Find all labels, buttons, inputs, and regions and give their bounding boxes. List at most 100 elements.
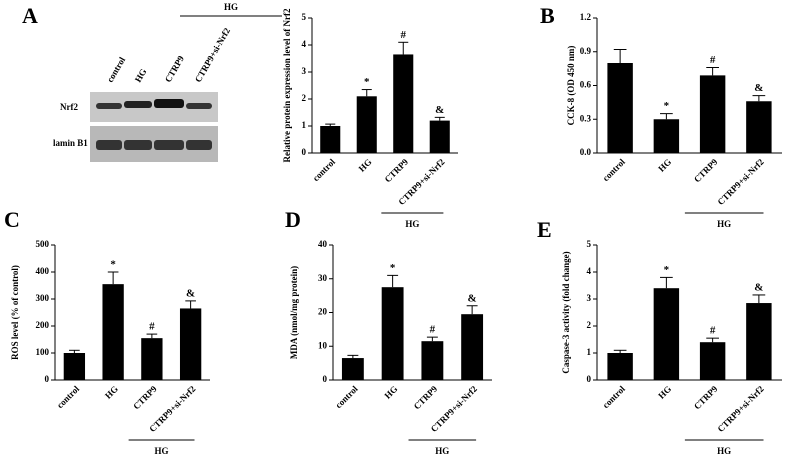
y-tick-label: 3 xyxy=(587,293,592,303)
x-tick-label: HG xyxy=(656,157,673,174)
blot-band xyxy=(96,103,122,109)
blot-band xyxy=(186,103,212,109)
y-axis-label: Caspase-3 activity (fold change) xyxy=(561,251,571,373)
bar xyxy=(421,341,444,380)
y-tick-label: 100 xyxy=(36,347,50,357)
y-tick-label: 30 xyxy=(318,273,328,283)
panel-letter: B xyxy=(540,3,555,28)
bar xyxy=(381,287,404,380)
significance-marker: * xyxy=(390,262,396,274)
bar xyxy=(179,308,202,380)
significance-marker: * xyxy=(364,76,370,88)
x-tick-label: CTRP9+si-Nrf2 xyxy=(715,383,766,434)
y-tick-label: 10 xyxy=(318,340,328,350)
panel-letter: A xyxy=(22,3,38,28)
x-tick-label: control xyxy=(601,383,628,410)
y-tick-label: 200 xyxy=(36,320,50,330)
x-tick-label: CTRP9 xyxy=(692,383,720,411)
y-tick-label: 20 xyxy=(318,307,328,317)
x-tick-label: control xyxy=(55,383,82,410)
blot-row-label: lamin B1 xyxy=(53,138,88,148)
y-tick-label: 40 xyxy=(318,239,328,249)
panel-letter: D xyxy=(285,207,301,232)
significance-marker: & xyxy=(468,292,477,304)
blot-lane-label: control xyxy=(105,55,128,84)
x-tick-label: HG xyxy=(357,157,374,174)
group-label: HG xyxy=(224,2,238,12)
x-tick-label: CTRP9+si-Nrf2 xyxy=(715,156,766,207)
y-tick-label: 4 xyxy=(302,39,307,49)
y-tick-label: 5 xyxy=(302,12,307,22)
significance-marker: # xyxy=(710,325,716,337)
y-tick-label: 300 xyxy=(36,293,50,303)
y-tick-label: 0 xyxy=(323,374,328,384)
y-tick-label: 0.6 xyxy=(580,80,592,90)
significance-marker: * xyxy=(664,264,670,276)
bar xyxy=(393,54,414,154)
y-tick-label: 2 xyxy=(302,93,307,103)
group-label: HG xyxy=(717,219,731,229)
blot-band xyxy=(96,140,122,150)
bar xyxy=(63,353,86,380)
group-label: HG xyxy=(405,219,419,229)
y-tick-label: 1.2 xyxy=(580,12,592,22)
bar xyxy=(356,96,377,153)
significance-marker: # xyxy=(149,321,155,333)
significance-marker: & xyxy=(754,82,763,94)
significance-marker: & xyxy=(754,281,763,293)
bar xyxy=(699,75,726,153)
group-label: HG xyxy=(435,446,449,456)
blot-band xyxy=(154,99,184,108)
group-label: HG xyxy=(717,446,731,456)
y-tick-label: 1 xyxy=(587,347,592,357)
y-tick-label: 4 xyxy=(587,266,592,276)
y-tick-label: 400 xyxy=(36,266,50,276)
panel-letter: C xyxy=(4,207,20,232)
y-tick-label: 1 xyxy=(302,120,307,130)
x-tick-label: CTRP9 xyxy=(692,156,720,184)
panel-letter: E xyxy=(537,217,552,242)
significance-marker: & xyxy=(186,287,195,299)
y-tick-label: 5 xyxy=(587,239,592,249)
significance-marker: # xyxy=(710,54,716,66)
bar xyxy=(341,358,364,380)
blot-lane-label: CTRP9+si-Nrf2 xyxy=(193,26,232,84)
group-label: HG xyxy=(155,446,169,456)
bar xyxy=(429,120,450,153)
y-tick-label: 3 xyxy=(302,66,307,76)
x-tick-label: HG xyxy=(656,384,673,401)
x-tick-label: HG xyxy=(383,384,400,401)
significance-marker: # xyxy=(430,324,436,336)
y-axis-label: ROS level (% of control) xyxy=(10,265,20,360)
x-tick-label: CTRP9 xyxy=(131,383,159,411)
significance-marker: * xyxy=(110,259,116,271)
significance-marker: * xyxy=(664,100,670,112)
y-tick-label: 0.9 xyxy=(580,46,592,56)
x-tick-label: control xyxy=(311,156,338,183)
x-tick-label: control xyxy=(333,383,360,410)
x-tick-label: CTRP9 xyxy=(412,383,440,411)
bar xyxy=(746,101,772,153)
y-tick-label: 0.3 xyxy=(580,113,592,123)
bar xyxy=(607,353,633,380)
y-axis-label: Relative protein expression level of Nrf… xyxy=(282,8,292,162)
y-tick-label: 0.0 xyxy=(580,147,592,157)
bar xyxy=(746,303,772,380)
bar xyxy=(653,288,680,380)
bar xyxy=(461,314,484,380)
blot-band xyxy=(154,140,184,150)
bar xyxy=(653,119,680,153)
bar xyxy=(607,63,633,153)
significance-marker: & xyxy=(435,104,444,116)
y-axis-label: CCK-8 (OD 450 nm) xyxy=(566,46,576,126)
y-tick-label: 0 xyxy=(45,374,50,384)
y-tick-label: 0 xyxy=(587,374,592,384)
y-tick-label: 0 xyxy=(302,147,307,157)
bar xyxy=(141,338,163,380)
blot-row-label: Nrf2 xyxy=(60,102,78,112)
y-axis-label: MDA (nmol/mg protein) xyxy=(289,266,299,359)
bar xyxy=(699,342,726,380)
blot-lane-label: HG xyxy=(133,67,149,84)
y-tick-label: 2 xyxy=(587,320,592,330)
